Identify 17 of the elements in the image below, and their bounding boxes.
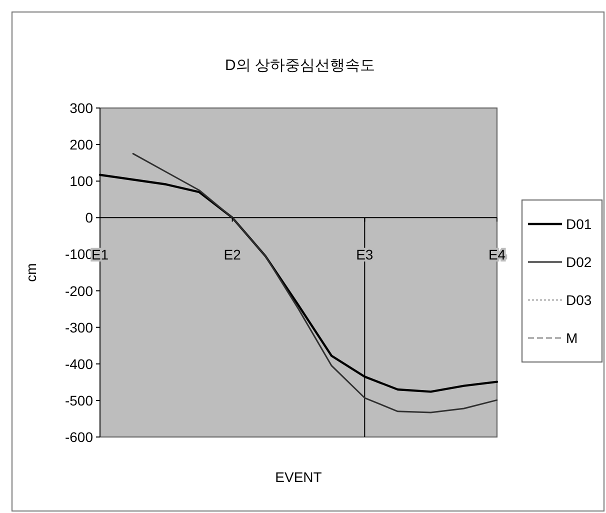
- y-tick-label: 100: [70, 173, 94, 190]
- chart-title: D의 상하중심선행속도: [225, 57, 375, 74]
- y-tick-label: -500: [64, 392, 94, 408]
- legend-label: M: [566, 330, 578, 346]
- x-axis-title: EVENT: [275, 469, 322, 485]
- legend-label: D02: [566, 254, 592, 270]
- y-tick-label: -600: [64, 429, 94, 445]
- y-tick-label: -300: [64, 319, 94, 336]
- x-tick-label: E2: [224, 246, 242, 263]
- legend-label: D03: [566, 292, 592, 308]
- y-tick-label: -200: [64, 282, 94, 299]
- y-tick-label: 0: [85, 210, 94, 226]
- y-tick-label: 300: [70, 100, 94, 116]
- legend-label: D01: [566, 216, 592, 232]
- y-axis-title: cm: [23, 263, 39, 282]
- y-tick-label: 200: [70, 136, 94, 153]
- y-tick-label: -400: [64, 356, 94, 372]
